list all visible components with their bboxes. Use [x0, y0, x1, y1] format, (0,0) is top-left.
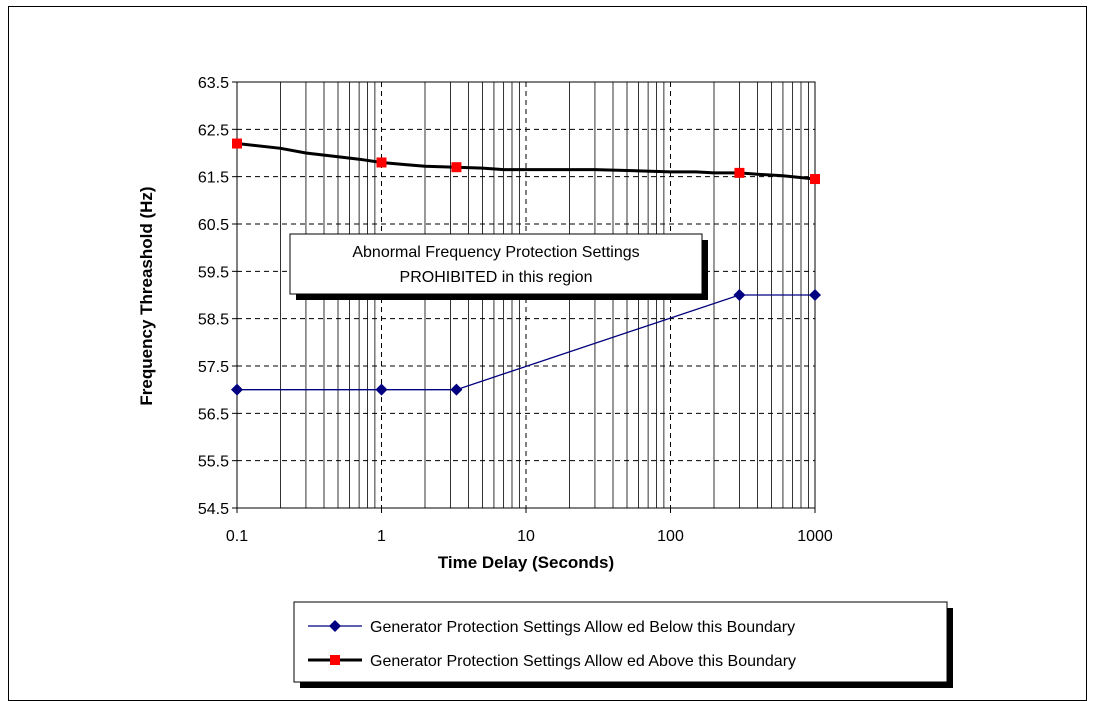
- series-marker: [734, 167, 745, 178]
- x-tick-label: 10: [517, 528, 535, 545]
- y-tick-label: 56.5: [198, 406, 229, 423]
- series-2: [232, 138, 820, 185]
- series-marker: [451, 162, 462, 173]
- legend: Generator Protection Settings Allow ed B…: [293, 601, 953, 688]
- y-tick-label: 62.5: [198, 122, 229, 139]
- y-tick-label: 63.5: [198, 75, 229, 92]
- annotation-box: Abnormal Frequency Protection Settings P…: [289, 233, 708, 300]
- y-tick-label: 60.5: [198, 217, 229, 234]
- y-tick-label: 55.5: [198, 454, 229, 471]
- series-1: [231, 289, 821, 396]
- y-tick-label: 59.5: [198, 264, 229, 281]
- series-line: [236, 142, 816, 181]
- x-tick-label: 1000: [797, 528, 833, 545]
- series-marker: [375, 383, 388, 396]
- x-axis-ticks: 0.1 1 10 100 1000: [226, 508, 833, 545]
- series-marker: [376, 157, 387, 168]
- series-marker: [733, 289, 746, 301]
- x-tick-label: 100: [657, 528, 684, 545]
- y-axis-title: Frequency Threashold (Hz): [137, 186, 156, 405]
- y-tick-label: 57.5: [198, 359, 229, 376]
- annotation-line-2: PROHIBITED in this region: [400, 269, 593, 286]
- series-marker: [232, 138, 242, 149]
- series-marker: [231, 383, 243, 396]
- series-marker: [810, 174, 820, 185]
- legend-label: Generator Protection Settings Allow ed B…: [370, 619, 795, 636]
- y-tick-label: 61.5: [198, 170, 229, 187]
- x-tick-label: 0.1: [226, 528, 248, 545]
- x-tick-label: 1: [377, 528, 386, 545]
- legend-items: Generator Protection Settings Allow ed B…: [308, 619, 796, 670]
- y-tick-label: 58.5: [198, 312, 229, 329]
- legend-label: Generator Protection Settings Allow ed A…: [370, 653, 796, 670]
- legend-item-2: Generator Protection Settings Allow ed A…: [308, 653, 796, 670]
- series-marker: [450, 383, 463, 396]
- legend-background: [293, 601, 948, 683]
- series-group: [231, 138, 821, 396]
- annotation-line-1: Abnormal Frequency Protection Settings: [352, 244, 639, 261]
- y-tick-label: 54.5: [198, 501, 229, 518]
- legend-marker: [329, 620, 341, 632]
- x-axis-title: Time Delay (Seconds): [438, 553, 614, 572]
- legend-item-1: Generator Protection Settings Allow ed B…: [308, 619, 795, 636]
- y-axis-ticks: 54.5 55.5 56.5 57.5 58.5 59.5 60.5 61.5 62.5 63.5: [198, 75, 237, 518]
- series-marker: [809, 289, 821, 301]
- annotation-background: [289, 233, 703, 295]
- legend-marker: [330, 655, 340, 665]
